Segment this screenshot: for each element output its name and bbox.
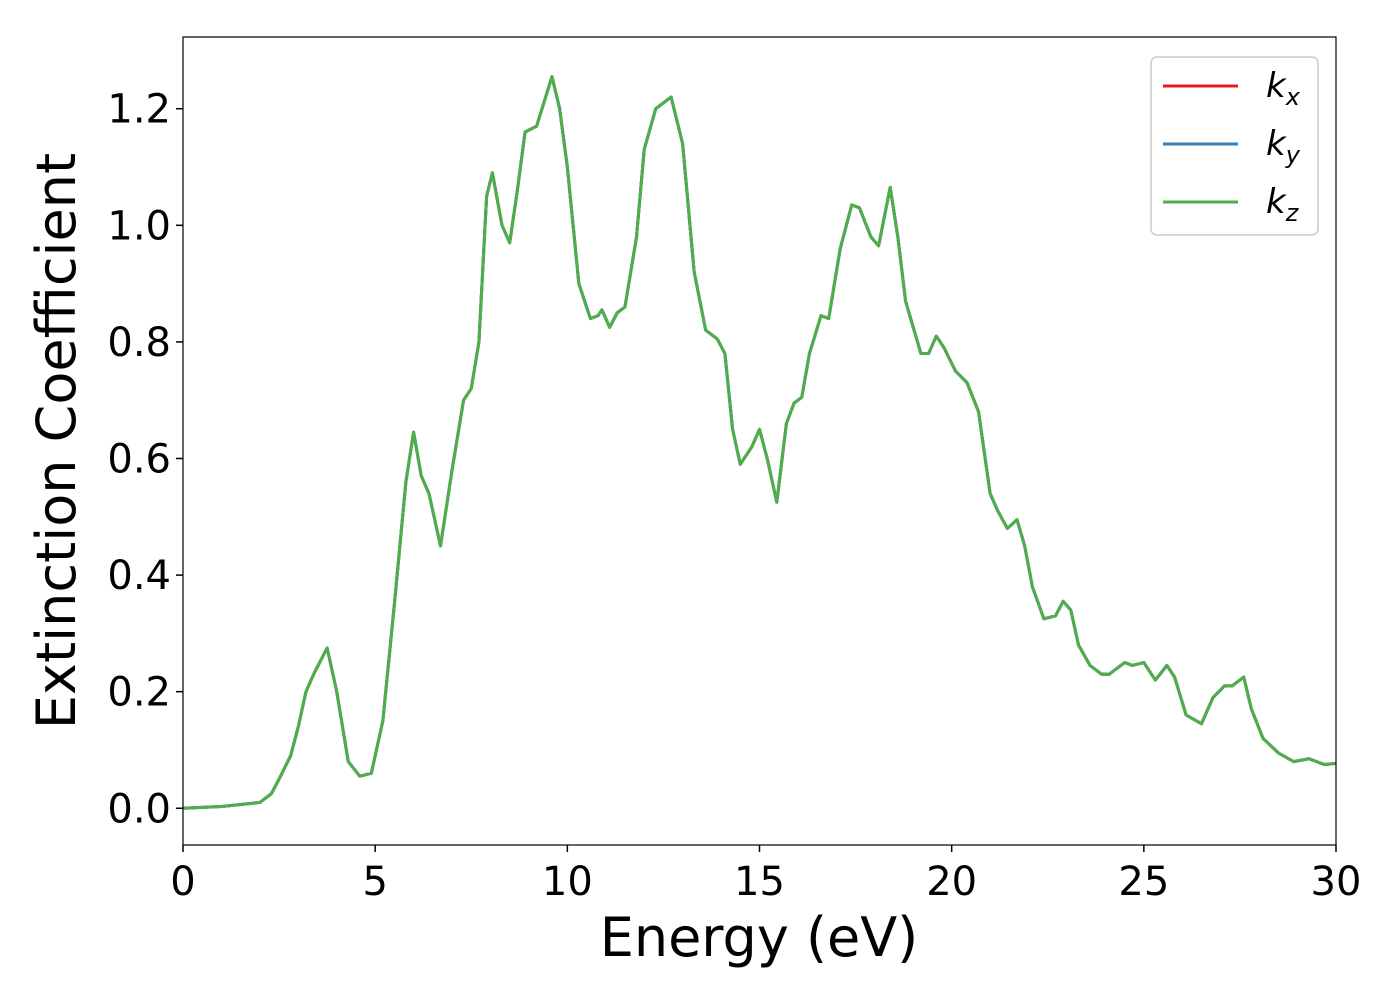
y-axis-label: Extinction Coefficient — [25, 153, 88, 729]
x-axis-label: Energy (eV) — [600, 906, 919, 969]
legend-label: kz — [1266, 182, 1300, 227]
plot-frame — [182, 36, 1337, 846]
x-tick-label: 15 — [734, 859, 785, 905]
legend-label: kx — [1266, 66, 1301, 111]
legend-box — [1150, 56, 1319, 236]
legend-label: ky — [1266, 124, 1301, 169]
x-tick-label: 30 — [1311, 859, 1362, 905]
y-tick-label: 0.4 — [107, 553, 171, 599]
y-tick-label: 1.0 — [107, 203, 171, 249]
y-tick-label: 0.0 — [107, 786, 171, 832]
y-tick-label: 0.8 — [107, 320, 171, 366]
x-tick-label: 10 — [542, 859, 593, 905]
line-series — [182, 75, 1337, 810]
y-tick-label: 0.2 — [107, 670, 171, 716]
x-tick-label: 5 — [362, 859, 387, 905]
y-tick-label: 1.2 — [107, 87, 171, 133]
x-tick-label: 20 — [926, 859, 977, 905]
x-tick-label: 25 — [1118, 859, 1169, 905]
x-tick-label: 0 — [170, 859, 195, 905]
legend: kx ky kz — [1150, 56, 1319, 236]
y-tick-label: 0.6 — [107, 436, 171, 482]
